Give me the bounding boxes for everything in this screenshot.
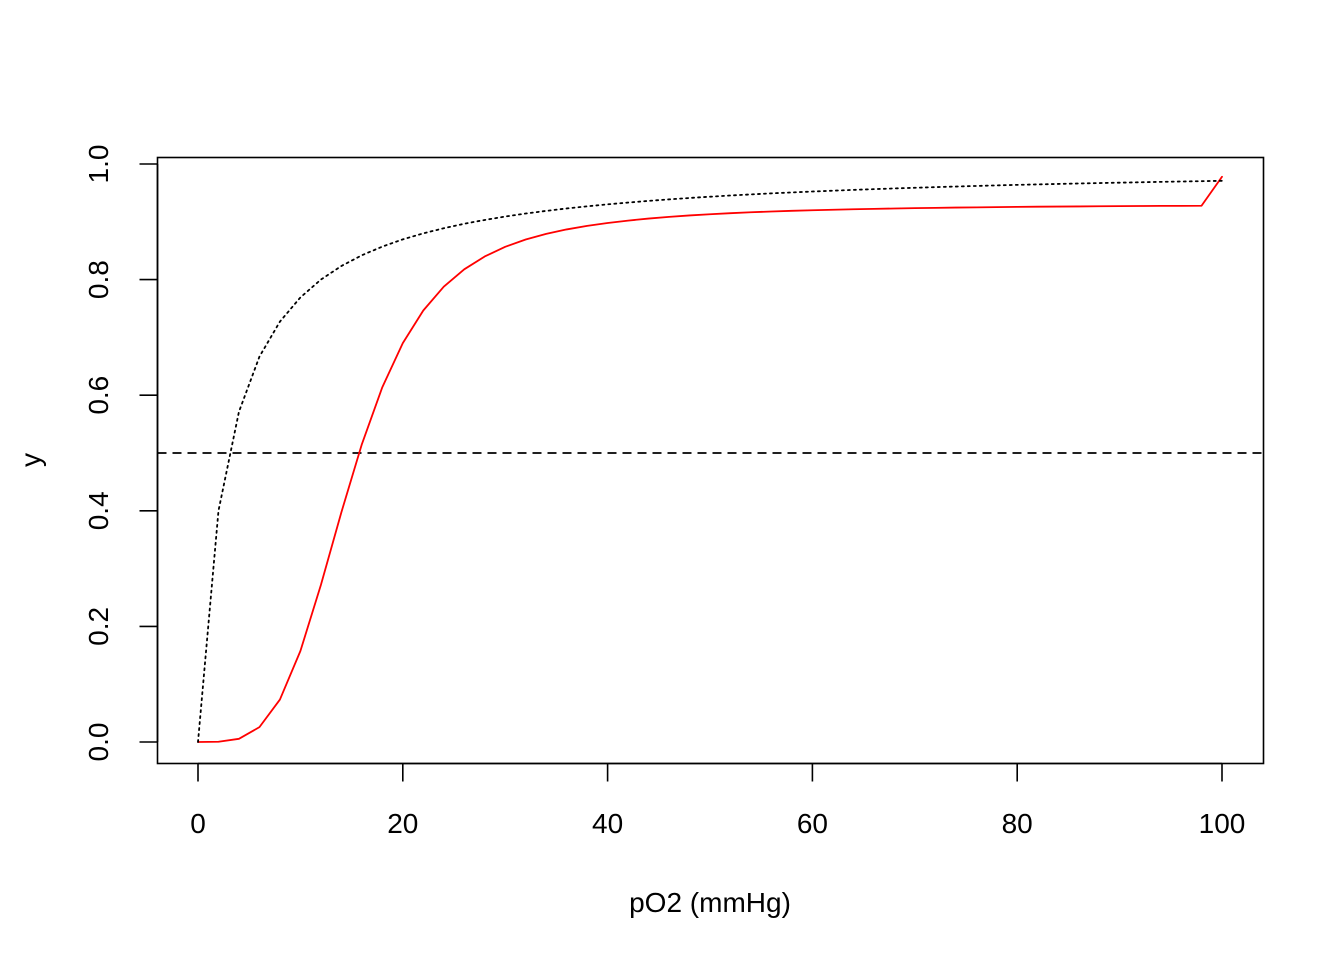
x-tick-label: 80 (1002, 808, 1033, 839)
y-tick-label: 0.8 (83, 260, 114, 299)
y-tick-label: 0.2 (83, 607, 114, 646)
y-tick-label: 0.6 (83, 376, 114, 415)
y-tick-label: 0.0 (83, 723, 114, 762)
series-line-red-solid (197, 175, 1223, 743)
series-layer (157, 175, 1264, 743)
series-line-black-dotted (197, 179, 1223, 743)
y-tick-label: 0.4 (83, 491, 114, 530)
x-tick-label: 40 (592, 808, 623, 839)
x-tick-label: 0 (190, 808, 206, 839)
y-tick-label: 1.0 (83, 145, 114, 184)
x-tick-label: 60 (797, 808, 828, 839)
plot-frame (156, 156, 1265, 765)
x-tick-label: 20 (387, 808, 418, 839)
x-tick-label: 100 (1199, 808, 1246, 839)
x-axis-label: pO2 (mmHg) (629, 887, 791, 918)
axes-layer: 0 20 40 60 80 100 0.0 0.2 0.4 0.6 0.8 1.0 (83, 145, 1245, 839)
y-axis-label: y (15, 453, 46, 467)
